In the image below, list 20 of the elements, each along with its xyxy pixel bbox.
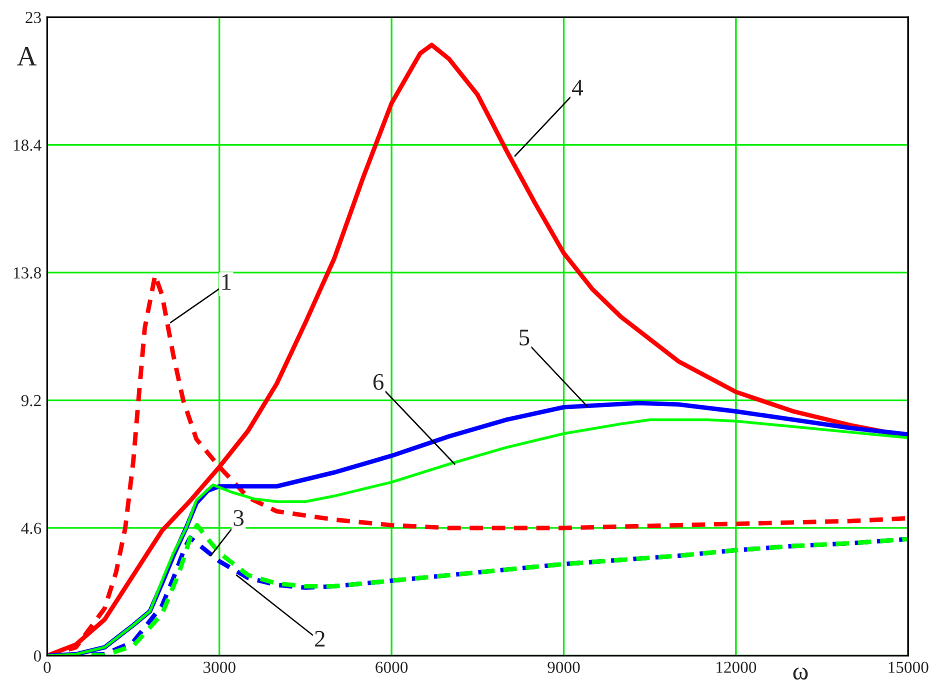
y-axis-title: A	[17, 47, 37, 66]
x-tick-label: 15000	[888, 662, 928, 673]
annotation: 6	[373, 374, 384, 390]
x-tick-label: 6000	[376, 662, 408, 673]
x-axis-title: ω	[793, 668, 808, 680]
y-tick-label: 0	[34, 650, 42, 662]
annotation: 5	[520, 330, 530, 346]
x-tick-label: 9000	[548, 662, 580, 673]
x-tick-label: 0	[44, 662, 51, 673]
x-tick-label: 3000	[204, 662, 236, 673]
y-tick-label: 23	[26, 12, 41, 24]
y-tick-label: 4.6	[21, 522, 42, 534]
annotation: 3	[234, 510, 244, 526]
annotation: 2	[315, 630, 325, 647]
x-tick-label: 12000	[716, 662, 756, 673]
y-tick-label: 13.8	[14, 267, 42, 279]
y-tick-label: 9.2	[21, 395, 41, 406]
y-tick-label: 18.4	[14, 140, 42, 151]
annotation: 1	[222, 274, 231, 290]
annotation: 4	[572, 80, 584, 96]
